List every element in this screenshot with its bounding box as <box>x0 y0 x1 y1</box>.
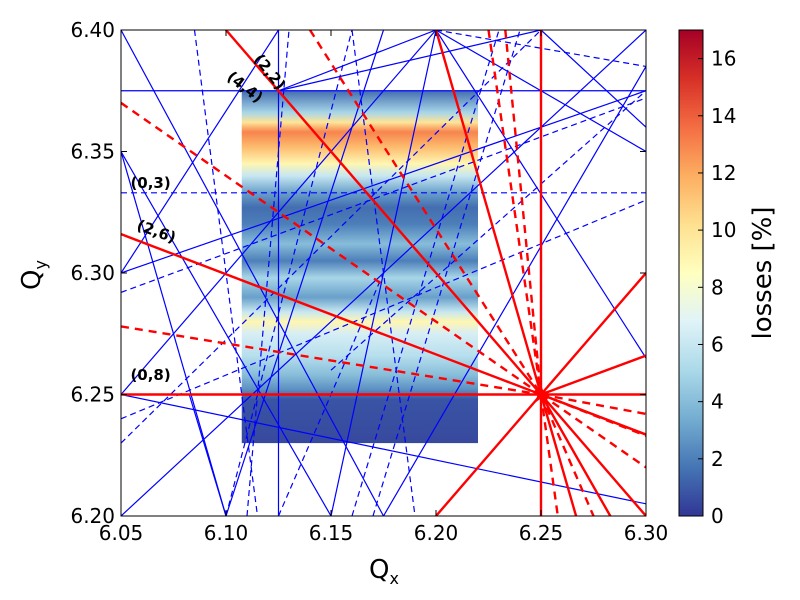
resonance-line-blue-solid <box>188 394 227 516</box>
resonance-line-red-dashed <box>540 393 646 437</box>
x-axis-label-subscript: x <box>390 569 399 588</box>
resonance-line-blue-solid <box>121 90 646 274</box>
y-tick-label: 6.30 <box>70 261 115 285</box>
resonance-line-red-dashed <box>539 394 559 516</box>
resonance-line-red-dashed <box>121 101 542 396</box>
colorbar-tick-label: 10 <box>711 218 736 242</box>
resonance-line-blue-solid <box>121 30 280 274</box>
y-axis-ticks: 6.20 6.25 6.30 6.35 6.40 <box>70 18 646 528</box>
resonance-line-blue-dashed <box>121 97 646 294</box>
y-tick-label: 6.35 <box>70 140 115 164</box>
resonance-line-blue-dashed <box>330 90 646 371</box>
y-tick-label: 6.40 <box>70 18 115 42</box>
resonance-line-red-solid <box>225 30 646 516</box>
resonance-line-blue-dashed <box>435 30 646 68</box>
colorbar-tick-label: 0 <box>711 504 724 528</box>
resonance-line-red-solid <box>539 394 578 516</box>
colorbar-tick-label: 4 <box>711 390 724 414</box>
resonance-line-red-dashed <box>540 393 646 469</box>
loss-heatmap <box>241 90 478 444</box>
resonance-line-red-dashed <box>121 325 542 396</box>
resonance-lines <box>121 30 646 516</box>
colorbar-ticks: 0 2 4 6 8 10 12 14 16 <box>698 47 736 528</box>
resonance-line-red-solid <box>434 30 543 395</box>
colorbar-tick-label: 16 <box>711 47 736 71</box>
resonance-line-red-dashed <box>308 30 543 396</box>
x-tick-label: 6.15 <box>309 521 354 545</box>
x-tick-label: 6.05 <box>99 521 144 545</box>
y-axis-label: Qy <box>17 260 50 290</box>
resonance-line-blue-solid <box>121 30 385 516</box>
resonance-line-blue-solid <box>121 393 646 505</box>
resonance-label: (0,3) <box>130 174 170 192</box>
x-axis-ticks: 6.05 6.10 6.15 6.20 6.25 6.30 <box>99 30 669 545</box>
x-tick-label: 6.10 <box>204 521 249 545</box>
colorbar-tick-label: 2 <box>711 447 724 471</box>
working-point-star <box>531 384 551 403</box>
resonance-line-red-solid <box>540 272 646 396</box>
resonance-label: (0,8) <box>130 366 170 384</box>
x-tick-label: 6.20 <box>414 521 459 545</box>
x-tick-label: 6.25 <box>519 521 564 545</box>
y-tick-label: 6.25 <box>70 383 115 407</box>
resonance-line-blue-solid <box>225 30 385 516</box>
resonance-line-blue-dashed <box>351 30 416 516</box>
colorbar-tick-label: 12 <box>711 161 736 185</box>
working-point-marker <box>531 384 551 403</box>
resonance-line-blue-solid <box>540 30 646 128</box>
resonance-line-blue-dashed <box>351 30 500 516</box>
resonance-line-blue-solid <box>382 66 646 516</box>
resonance-line-red-dashed <box>540 393 646 416</box>
resonance-line-blue-solid <box>121 30 437 395</box>
resonance-line-blue-dashed <box>121 30 542 444</box>
x-tick-label: 6.30 <box>624 521 669 545</box>
colorbar-tick-label: 6 <box>711 332 724 356</box>
resonance-line-red-solid <box>540 354 646 396</box>
resonance-line-red-solid <box>435 393 542 516</box>
resonance-line-blue-dashed <box>225 30 353 516</box>
resonance-line-blue-solid <box>278 30 437 92</box>
y-axis-label-subscript: y <box>31 260 50 269</box>
x-axis-label: Qx <box>369 555 399 588</box>
colorbar <box>678 29 704 517</box>
resonance-line-blue-dashed <box>121 199 646 420</box>
y-tick-label: 6.20 <box>70 504 115 528</box>
colorbar-tick-label: 8 <box>711 275 724 299</box>
colorbar-label: losses [%] <box>748 206 778 339</box>
resonance-line-red-dashed <box>504 30 543 395</box>
resonance-line-blue-dashed <box>372 30 521 516</box>
colorbar-tick-label: 14 <box>711 104 736 128</box>
resonance-line-blue-dashed <box>246 30 290 516</box>
resonance-line-red-solid <box>539 393 612 516</box>
resonance-line-red-dashed <box>487 30 543 395</box>
resonance-line-blue-solid <box>121 151 332 516</box>
